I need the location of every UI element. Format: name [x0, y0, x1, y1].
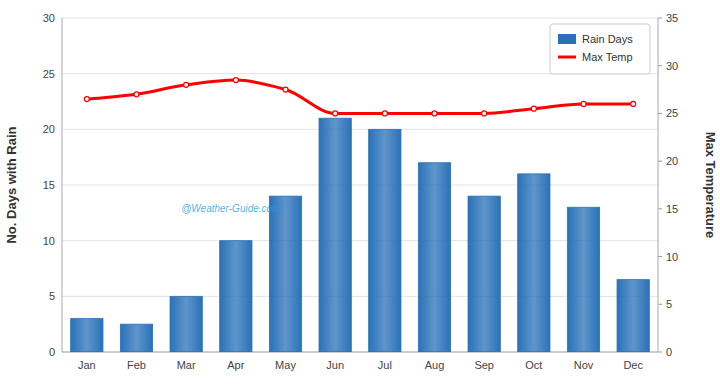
y-tick-label: 30: [43, 12, 55, 24]
point: [581, 101, 586, 106]
x-tick-label: Jul: [378, 359, 392, 371]
watermark: @Weather-Guide.com: [181, 203, 280, 214]
x-tick-label: Mar: [177, 359, 196, 371]
y2-tick-label: 30: [666, 60, 678, 72]
y2-tick-label: 0: [666, 346, 672, 358]
y2-tick: [658, 208, 662, 209]
y-tick-label: 25: [43, 68, 55, 80]
legend-swatch: [558, 34, 576, 44]
point: [432, 111, 437, 116]
y-axis-label: No. Days with Rain: [4, 126, 19, 243]
background: [0, 0, 720, 386]
y2-tick-label: 25: [666, 107, 678, 119]
bar: [220, 241, 252, 352]
point: [531, 106, 536, 111]
y-tick-label: 10: [43, 235, 55, 247]
y2-tick: [658, 161, 662, 162]
point: [382, 111, 387, 116]
y2-axis-label: Max Temperature: [703, 132, 718, 239]
bar: [120, 324, 152, 352]
y2-tick: [658, 352, 662, 353]
x-tick-label: Nov: [574, 359, 594, 371]
x-tick-label: Aug: [425, 359, 445, 371]
y-tick-label: 20: [43, 123, 55, 135]
bar: [418, 163, 450, 352]
point: [631, 101, 636, 106]
bar: [567, 207, 599, 352]
bar: [319, 118, 351, 352]
bar: [269, 196, 301, 352]
grid-line: [62, 185, 658, 186]
grid-line: [62, 18, 658, 19]
y2-tick: [658, 65, 662, 66]
y2-tick-label: 10: [666, 251, 678, 263]
point: [84, 97, 89, 102]
x-tick-label: Oct: [525, 359, 542, 371]
bar: [369, 129, 401, 352]
y-axis: [62, 18, 63, 352]
y2-tick-label: 20: [666, 155, 678, 167]
x-tick-label: Jan: [78, 359, 96, 371]
y2-tick: [658, 113, 662, 114]
y-tick-label: 15: [43, 179, 55, 191]
point: [283, 87, 288, 92]
x-tick-label: Jun: [326, 359, 344, 371]
legend-label: Max Temp: [582, 51, 633, 63]
bar: [617, 280, 649, 352]
x-tick-label: Sep: [474, 359, 494, 371]
line: [87, 80, 633, 113]
legend-label: Rain Days: [582, 33, 633, 45]
point: [184, 82, 189, 87]
grid-line: [62, 129, 658, 130]
grid: [62, 18, 658, 352]
legend-swatch: [558, 56, 576, 59]
bar: [518, 174, 550, 352]
y2-tick: [658, 18, 662, 19]
bar: [170, 296, 202, 352]
point: [134, 92, 139, 97]
y2-tick-label: 5: [666, 298, 672, 310]
x-tick-label: Dec: [623, 359, 643, 371]
bar: [468, 196, 500, 352]
y-tick-label: 5: [49, 290, 55, 302]
y2-tick-label: 35: [666, 12, 678, 24]
point: [233, 78, 238, 83]
y2-tick-label: 15: [666, 203, 678, 215]
legend: Rain Days Max Temp: [550, 24, 650, 74]
y2-tick: [658, 304, 662, 305]
point: [333, 111, 338, 116]
x-tick-label: Apr: [227, 359, 244, 371]
y2-tick: [658, 256, 662, 257]
x-tick-label: May: [275, 359, 296, 371]
y2-axis: [658, 18, 659, 352]
bar: [71, 319, 103, 352]
plot-area: [71, 78, 650, 352]
x-tick-label: Feb: [127, 359, 146, 371]
legend-box: [550, 24, 650, 74]
y-tick-label: 0: [49, 346, 55, 358]
chart: 0 5 10 15 20 25 30 0 5 10 15 20 25 30 35 Jan Feb Mar Apr Ma…: [0, 0, 720, 386]
point: [482, 111, 487, 116]
